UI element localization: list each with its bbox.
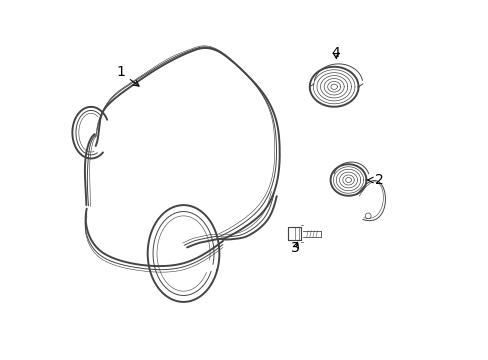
Text: 1: 1 (116, 66, 139, 86)
Text: 4: 4 (331, 46, 340, 60)
Text: 3: 3 (291, 241, 300, 255)
Text: 2: 2 (367, 173, 383, 187)
